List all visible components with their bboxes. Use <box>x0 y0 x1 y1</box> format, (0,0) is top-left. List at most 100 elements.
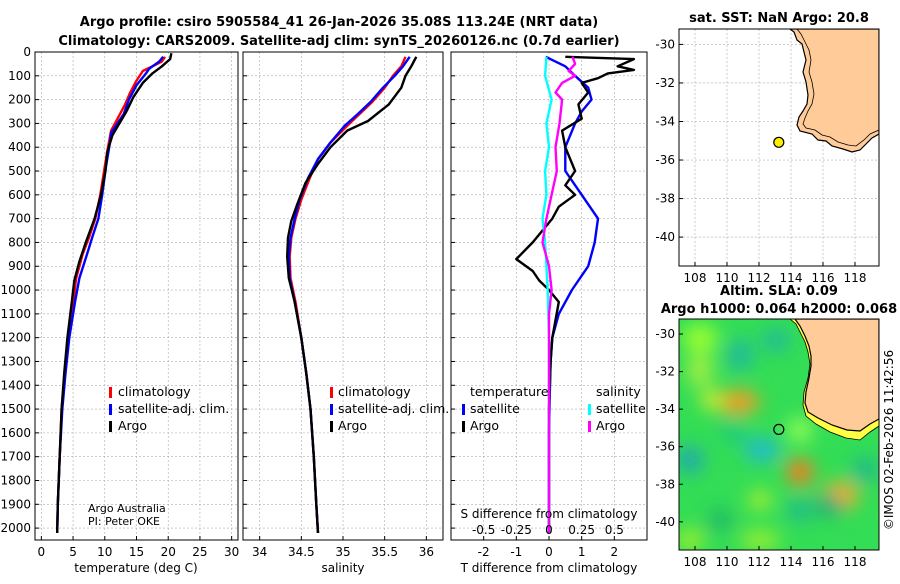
sst-map-land <box>789 29 879 153</box>
legend-swatch-climatology <box>330 387 333 398</box>
y-tick-label: 1300 <box>0 354 31 368</box>
lat-tick-label: -38 <box>655 192 675 206</box>
sst-map-frame <box>678 28 880 267</box>
lon-tick-label: 118 <box>844 271 867 285</box>
lat-tick-label: -32 <box>655 76 675 90</box>
y-tick-label: 600 <box>8 188 31 202</box>
legend-title-salinity: salinity <box>596 384 641 399</box>
lon-tick-label: 112 <box>748 555 771 569</box>
salinity-panel: 34 34.5 35 35.5 36 salinity climatology sate… <box>242 51 449 575</box>
x-tick-label: 35 <box>335 545 350 559</box>
y-tick-label: 500 <box>8 164 31 178</box>
y-tick-label: 400 <box>8 140 31 154</box>
argo-float-marker <box>773 136 785 148</box>
y-tick-label: 0 <box>23 45 31 59</box>
lon-tick-label: 108 <box>684 271 707 285</box>
x-tick-label: 36 <box>419 545 434 559</box>
lat-tick-label: -36 <box>655 440 675 454</box>
x-tick-label: 34.5 <box>288 545 315 559</box>
lon-tick-label: 114 <box>780 555 803 569</box>
sst-map-panel: sat. SST: NaN Argo: 20.8 108 110 112 114 116… <box>655 11 880 285</box>
x-tick-label: 5 <box>69 545 77 559</box>
legend-swatch-satellite <box>109 404 112 415</box>
salinity-xlabel: salinity <box>321 561 364 575</box>
s-tick-label: -0.5 <box>472 523 495 537</box>
y-tick-label: 1800 <box>0 473 31 487</box>
y-tick-label: 1700 <box>0 450 31 464</box>
x-tick-label: 30 <box>224 545 239 559</box>
y-tick-label: 1500 <box>0 402 31 416</box>
legend-swatch-s-satellite <box>588 404 591 415</box>
y-tick-label: 1000 <box>0 283 31 297</box>
series-t-argo <box>515 55 636 533</box>
temperature-xlabel: temperature (deg C) <box>74 561 197 575</box>
y-tick-label: 900 <box>8 259 31 273</box>
x-tick-label: 0 <box>38 545 46 559</box>
sla-anomaly-blobs <box>679 324 879 550</box>
sla-map-title-line1: Altim. SLA: 0.09 <box>720 284 838 299</box>
legend-label-climatology: climatology <box>118 384 191 399</box>
legend-swatch-argo <box>330 421 333 432</box>
s-difference-xlabel: S difference from climatology <box>461 507 638 521</box>
y-tick-label: 1900 <box>0 497 31 511</box>
y-tick-label: 700 <box>8 212 31 226</box>
x-tick-label: 10 <box>97 545 112 559</box>
x-tick-label: 25 <box>192 545 207 559</box>
series-s-argo <box>541 56 577 533</box>
lat-tick-label: -38 <box>655 477 675 491</box>
title-line2: Climatology: CARS2009. Satellite-adj cli… <box>58 34 619 49</box>
difference-panel: -2 -1 0 1 2 -0.5 -0.25 0 0.25 0.5 S difference fr… <box>450 51 648 575</box>
legend-swatch-satellite <box>330 404 333 415</box>
legend-swatch-s-argo <box>588 421 591 432</box>
temperature-series <box>56 52 173 533</box>
difference-series <box>515 55 636 533</box>
series-argo <box>286 56 418 533</box>
lon-tick-label: 110 <box>716 555 739 569</box>
lon-tick-label: 116 <box>812 555 835 569</box>
lon-tick-label: 114 <box>780 271 803 285</box>
argo-float-marker <box>773 423 785 435</box>
sst-map-gridlines <box>679 29 879 266</box>
y-tick-label: 100 <box>8 69 31 83</box>
salinity-legend: climatology satellite-adj. clim. Argo <box>330 384 449 433</box>
temperature-ticks: 0100200300400500600700800900100011001200… <box>0 45 239 559</box>
sst-map-ticks: 108 110 112 114 116 118 -30 -32 -34 -36 -38 -40 <box>655 37 866 285</box>
legend-label-s-argo: Argo <box>596 418 625 433</box>
series-climatology <box>288 56 407 533</box>
legend-title-temperature: temperature <box>470 384 549 399</box>
difference-legend: temperature satellite Argo salinity sate… <box>462 384 646 433</box>
series-satellite-adj-clim- <box>287 56 411 533</box>
x-tick-label: 35.5 <box>371 545 398 559</box>
t-difference-xlabel: T difference from climatology <box>460 561 638 575</box>
credit-line2: PI: Peter OKE <box>88 515 160 528</box>
series-argo <box>56 52 173 533</box>
legend-label-argo: Argo <box>118 418 147 433</box>
sst-map-coastline <box>796 29 879 147</box>
y-tick-label: 200 <box>8 93 31 107</box>
lon-tick-label: 112 <box>748 271 771 285</box>
lon-tick-label: 116 <box>812 271 835 285</box>
legend-label-argo: Argo <box>338 418 367 433</box>
temperature-gridlines <box>35 51 238 540</box>
lat-tick-label: -30 <box>655 327 675 341</box>
salinity-series <box>286 56 418 533</box>
s-tick-label: -0.25 <box>501 523 532 537</box>
x-tick-label: 2 <box>611 545 619 559</box>
x-tick-label: -2 <box>478 545 490 559</box>
sla-map-ticks: 108 110 112 114 116 118 -30 -32 -34 -36 -38 -40 <box>655 327 866 569</box>
lat-tick-label: -40 <box>655 230 675 244</box>
sla-map-title-line2: Argo h1000: 0.064 h2000: 0.068 <box>661 302 897 317</box>
y-tick-label: 1200 <box>0 331 31 345</box>
y-tick-label: 2000 <box>0 521 31 535</box>
temperature-panel: 0100200300400500600700800900100011001200… <box>0 45 239 575</box>
legend-swatch-argo <box>109 421 112 432</box>
x-tick-label: 1 <box>578 545 586 559</box>
s-tick-label: 0 <box>545 523 553 537</box>
lat-tick-label: -36 <box>655 153 675 167</box>
lon-tick-label: 110 <box>716 271 739 285</box>
lat-tick-label: -32 <box>655 365 675 379</box>
legend-label-t-satellite: satellite <box>470 401 520 416</box>
series-s-satellite <box>541 56 553 533</box>
lat-tick-label: -30 <box>655 37 675 51</box>
